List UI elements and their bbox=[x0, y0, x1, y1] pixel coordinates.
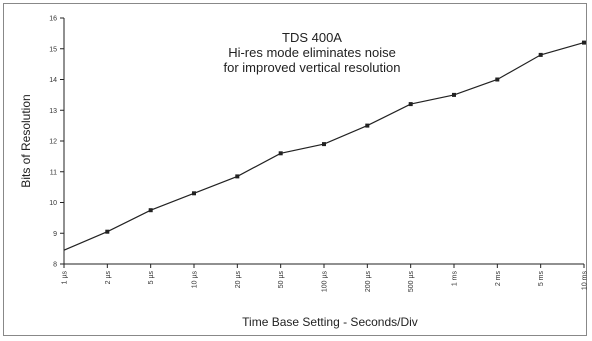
data-point bbox=[365, 123, 370, 128]
data-point bbox=[148, 208, 153, 213]
data-point bbox=[495, 77, 500, 82]
data-point bbox=[408, 102, 413, 107]
data-point bbox=[278, 151, 283, 156]
y-tick-label: 14 bbox=[49, 77, 57, 84]
y-tick-label: 9 bbox=[53, 231, 57, 238]
data-points bbox=[105, 40, 586, 234]
x-tick-label: 10 ms bbox=[582, 271, 589, 291]
chart-subtitle-line-2: for improved vertical resolution bbox=[223, 60, 400, 75]
y-tick-label: 10 bbox=[49, 200, 57, 207]
x-tick-label: 2 ms bbox=[495, 271, 502, 287]
x-ticks: 1 µs 2 µs 5 µs 10 µs 20 µs 50 µs 100 µs 200 µs 5… bbox=[62, 264, 589, 292]
x-tick-label: 100 µs bbox=[322, 271, 329, 293]
y-ticks: 8 9 10 11 12 13 14 15 16 bbox=[49, 16, 64, 269]
x-tick-label: 5 ms bbox=[538, 271, 545, 287]
x-tick-label: 10 µs bbox=[192, 271, 199, 289]
y-axis-label: Bits of Resolution bbox=[19, 94, 33, 187]
data-point bbox=[582, 40, 586, 45]
data-point bbox=[235, 174, 240, 179]
x-tick-label: 1 µs bbox=[62, 271, 69, 285]
x-tick-label: 20 µs bbox=[235, 271, 242, 289]
x-axis-label: Time Base Setting - Seconds/Div bbox=[242, 315, 418, 329]
y-tick-label: 8 bbox=[53, 262, 57, 269]
data-point bbox=[192, 191, 196, 196]
y-tick-label: 16 bbox=[49, 16, 57, 23]
data-point bbox=[538, 52, 543, 57]
x-tick-label: 5 µs bbox=[148, 271, 155, 285]
data-point bbox=[105, 229, 110, 234]
chart-title: TDS 400A bbox=[282, 30, 342, 45]
data-point bbox=[452, 92, 456, 97]
x-tick-label: 1 ms bbox=[452, 271, 459, 287]
x-tick-label: 200 µs bbox=[365, 271, 372, 293]
chart-subtitle-line-1: Hi-res mode eliminates noise bbox=[228, 45, 396, 60]
x-tick-label: 500 µs bbox=[408, 271, 415, 293]
x-tick-label: 50 µs bbox=[278, 271, 285, 289]
data-point bbox=[322, 142, 326, 147]
chart-frame bbox=[3, 3, 587, 336]
x-tick-label: 2 µs bbox=[105, 271, 112, 285]
y-tick-label: 13 bbox=[49, 108, 57, 115]
y-tick-label: 11 bbox=[50, 169, 57, 176]
y-tick-label: 15 bbox=[49, 46, 57, 53]
y-tick-label: 12 bbox=[49, 139, 57, 146]
